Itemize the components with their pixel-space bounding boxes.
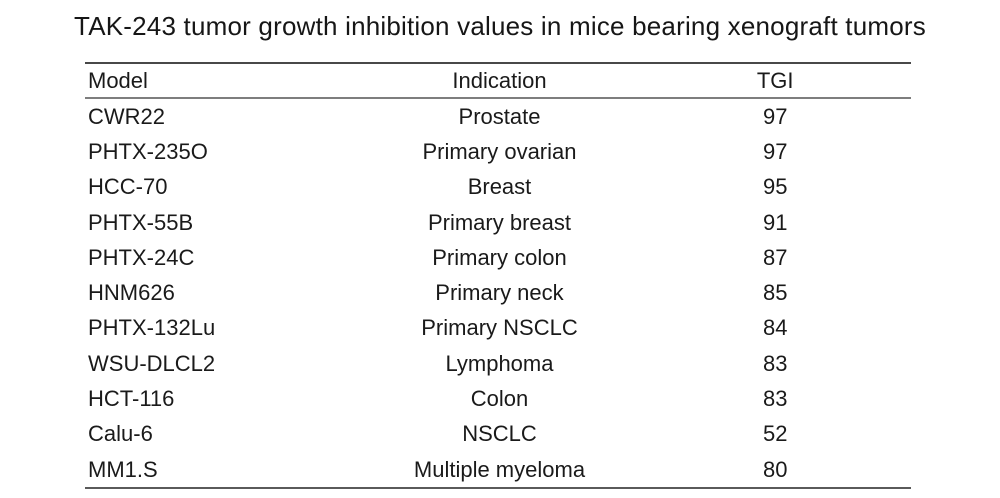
column-header-model: Model <box>85 62 360 99</box>
model-cell: PHTX-132Lu <box>88 315 216 341</box>
tgi-cell: 97 <box>762 138 788 164</box>
tgi-cell: 83 <box>762 386 788 412</box>
indication-cell: NSCLC <box>462 421 537 447</box>
model-cell: HCC-70 <box>88 174 168 200</box>
indication-cell: Lymphoma <box>445 350 554 376</box>
table-row: WSU-DLCL2 Lymphoma 83 <box>85 346 911 381</box>
indication-cell: Breast <box>467 174 532 200</box>
tgi-cell: 80 <box>762 456 788 482</box>
column-header-tgi: TGI <box>639 62 911 99</box>
table-row: PHTX-132Lu Primary NSCLC 84 <box>85 311 911 346</box>
indication-cell: Primary neck <box>435 280 564 306</box>
table-row: PHTX-235O Primary ovarian 97 <box>85 134 911 169</box>
model-cell: HCT-116 <box>88 386 175 412</box>
indication-cell: Multiple myeloma <box>413 456 586 482</box>
model-cell: PHTX-235O <box>88 138 208 164</box>
indication-cell: Colon <box>470 386 529 412</box>
tgi-cell: 87 <box>762 244 788 270</box>
table-body: CWR22 Prostate 97 PHTX-235O Primary ovarian 9… <box>85 98 911 488</box>
model-cell: MM1.S <box>88 456 158 482</box>
table-row: HCC-70 Breast 95 <box>85 170 911 205</box>
tgi-cell: 52 <box>762 421 788 447</box>
indication-cell: Primary breast <box>427 209 571 235</box>
table-row: HCT-116 Colon 83 <box>85 381 911 416</box>
tgi-cell: 85 <box>762 280 788 306</box>
tgi-cell: 97 <box>762 103 788 129</box>
indication-cell: Prostate <box>458 103 541 129</box>
table-row: PHTX-24C Primary colon 87 <box>85 240 911 275</box>
header-row: Model Indication TGI <box>85 62 911 99</box>
tgi-cell: 91 <box>762 209 788 235</box>
indication-cell: Primary colon <box>432 244 567 270</box>
tgi-cell: 84 <box>762 315 788 341</box>
model-cell: Calu-6 <box>88 421 153 447</box>
model-cell: PHTX-55B <box>88 209 194 235</box>
table-row: MM1.S Multiple myeloma 80 <box>85 452 911 488</box>
table-header: Model Indication TGI <box>85 62 911 99</box>
tgi-cell: 83 <box>762 350 788 376</box>
figure-title: TAK-243 tumor growth inhibition values i… <box>74 11 926 41</box>
model-cell: HNM626 <box>88 280 175 306</box>
table-row: Calu-6 NSCLC 52 <box>85 417 911 452</box>
model-cell: PHTX-24C <box>88 244 195 270</box>
tgi-cell: 95 <box>762 174 788 200</box>
table-row: HNM626 Primary neck 85 <box>85 275 911 310</box>
table-row: PHTX-55B Primary breast 91 <box>85 205 911 240</box>
table-row: CWR22 Prostate 97 <box>85 98 911 134</box>
model-cell: CWR22 <box>88 103 166 129</box>
indication-cell: Primary NSCLC <box>421 315 578 341</box>
tgi-table: Model Indication TGI CWR22 Prostate 97 PHTX… <box>85 62 911 490</box>
column-header-indication: Indication <box>359 62 640 99</box>
table-container: Model Indication TGI CWR22 Prostate 97 PHTX… <box>85 62 911 490</box>
indication-cell: Primary ovarian <box>422 138 577 164</box>
model-cell: WSU-DLCL2 <box>88 350 216 376</box>
